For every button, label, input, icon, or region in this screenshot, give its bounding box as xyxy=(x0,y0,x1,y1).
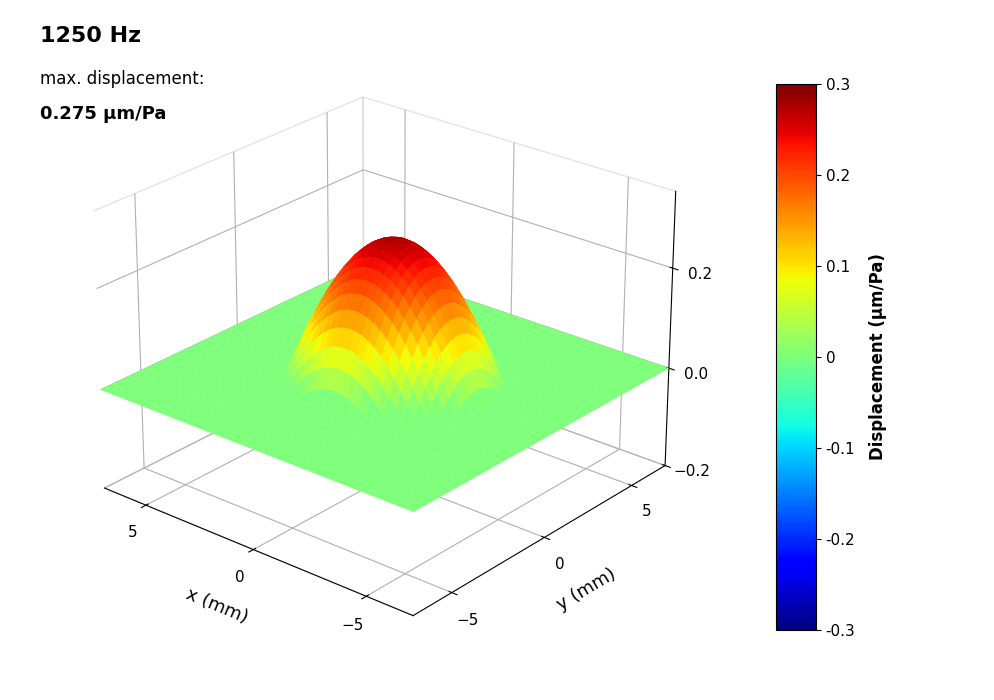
X-axis label: x (mm): x (mm) xyxy=(184,585,250,626)
Text: 1250 Hz: 1250 Hz xyxy=(40,26,141,46)
Y-axis label: y (mm): y (mm) xyxy=(554,566,618,615)
Text: 0.275 μm/Pa: 0.275 μm/Pa xyxy=(40,105,166,123)
Y-axis label: Displacement (μm/Pa): Displacement (μm/Pa) xyxy=(869,253,887,461)
Text: max. displacement:: max. displacement: xyxy=(40,70,204,88)
